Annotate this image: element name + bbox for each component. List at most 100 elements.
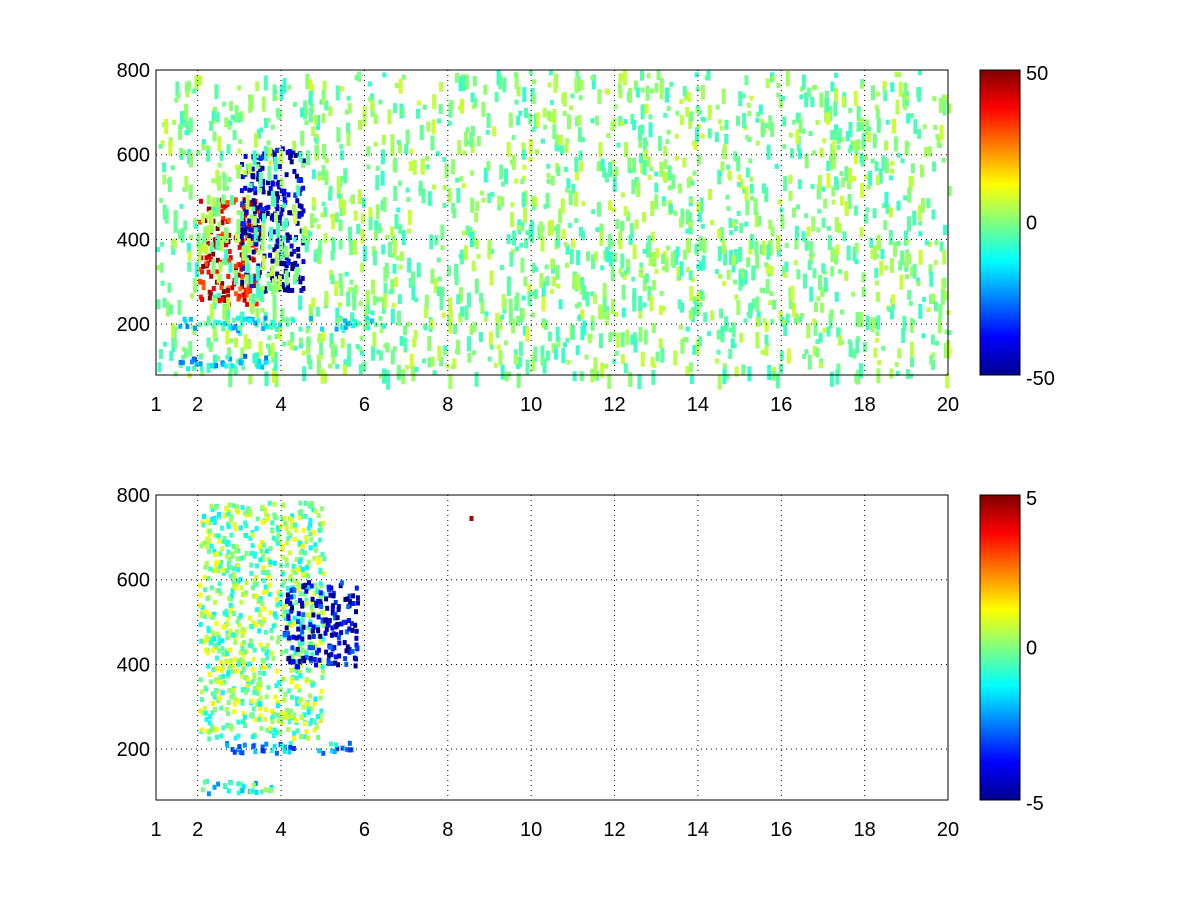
heatmap-cell	[938, 143, 942, 148]
heatmap-cell	[699, 289, 703, 300]
heatmap-cell	[256, 318, 261, 324]
heatmap-cell	[795, 314, 800, 325]
heatmap-cell	[636, 182, 641, 197]
heatmap-cell	[286, 615, 291, 621]
heatmap-cell	[872, 208, 877, 219]
heatmap-cell	[242, 226, 247, 232]
heatmap-cell	[206, 576, 211, 582]
heatmap-cell	[298, 187, 303, 193]
heatmap-cell	[248, 183, 253, 189]
heatmap-cell	[726, 164, 731, 170]
heatmap-cell	[348, 599, 353, 605]
heatmap-cell	[859, 312, 864, 327]
heatmap-cell	[766, 144, 771, 160]
heatmap-cell	[184, 82, 189, 93]
heatmap-cell	[299, 734, 304, 740]
heatmap-cell	[918, 249, 923, 265]
heatmap-cell	[737, 182, 741, 187]
heatmap-cell	[406, 321, 411, 327]
heatmap-cell	[263, 75, 268, 91]
heatmap-cell	[366, 325, 371, 331]
heatmap-cell	[398, 78, 403, 94]
heatmap-cell	[212, 694, 217, 700]
heatmap-cell	[754, 212, 759, 228]
heatmap-cell	[209, 121, 214, 131]
heatmap-cell	[937, 318, 942, 334]
heatmap-cell	[240, 719, 245, 725]
heatmap-cell	[563, 242, 568, 247]
heatmap-cell	[876, 368, 881, 384]
heatmap-cell	[226, 310, 230, 326]
heatmap-cell	[251, 585, 255, 591]
heatmap-cell	[272, 96, 277, 101]
heatmap-cell	[263, 707, 268, 712]
heatmap-cell	[860, 117, 865, 123]
heatmap-cell	[661, 254, 666, 264]
heatmap-cell	[304, 654, 309, 660]
heatmap-cell	[249, 712, 253, 718]
top-heatmap-cells	[156, 70, 952, 390]
heatmap-cell	[897, 348, 902, 359]
heatmap-cell	[258, 155, 263, 161]
heatmap-cell	[262, 542, 267, 548]
heatmap-cell	[274, 683, 279, 689]
heatmap-cell	[341, 327, 346, 333]
heatmap-cell	[909, 317, 914, 333]
heatmap-cell	[329, 213, 334, 219]
heatmap-cell	[226, 549, 231, 555]
heatmap-cell	[311, 634, 316, 639]
heatmap-cell	[204, 609, 209, 615]
heatmap-cell	[544, 320, 549, 331]
heatmap-cell	[806, 323, 811, 339]
heatmap-cell	[255, 218, 260, 224]
heatmap-cell	[571, 284, 576, 289]
heatmap-cell	[206, 663, 211, 669]
heatmap-cell	[479, 332, 483, 342]
heatmap-cell	[906, 113, 911, 124]
heatmap-cell	[737, 174, 742, 180]
heatmap-cell	[227, 688, 232, 694]
heatmap-cell	[455, 177, 460, 183]
heatmap-cell	[235, 668, 240, 674]
heatmap-cell	[296, 586, 301, 592]
heatmap-cell	[697, 154, 701, 165]
heatmap-cell	[900, 158, 905, 164]
heatmap-cell	[336, 662, 340, 668]
heatmap-cell	[525, 326, 530, 342]
heatmap-cell	[206, 206, 211, 212]
heatmap-cell	[411, 285, 416, 301]
heatmap-cell	[665, 139, 670, 145]
heatmap-cell	[344, 629, 349, 635]
heatmap-cell	[707, 128, 712, 139]
heatmap-cell	[233, 735, 238, 741]
heatmap-cell	[308, 522, 312, 528]
heatmap-cell	[279, 253, 284, 259]
heatmap-cell	[289, 251, 294, 257]
heatmap-cell	[224, 608, 229, 614]
heatmap-cell	[226, 318, 231, 324]
heatmap-cell	[756, 111, 760, 117]
heatmap-cell	[320, 326, 325, 332]
heatmap-cell	[669, 81, 674, 87]
heatmap-cell	[524, 238, 529, 249]
heatmap-cell	[287, 688, 292, 694]
heatmap-cell	[258, 713, 263, 719]
heatmap-cell	[286, 631, 290, 637]
heatmap-cell	[294, 527, 299, 533]
heatmap-cell	[732, 221, 736, 227]
heatmap-cell	[398, 143, 402, 154]
heatmap-cell	[875, 331, 880, 336]
heatmap-cell	[570, 93, 575, 99]
heatmap-cell	[233, 701, 237, 707]
heatmap-cell	[313, 114, 318, 125]
heatmap-cell	[395, 255, 400, 261]
heatmap-cell	[875, 337, 880, 343]
heatmap-cell	[300, 107, 305, 118]
heatmap-cell	[761, 240, 766, 256]
heatmap-cell	[193, 277, 197, 293]
heatmap-cell	[218, 675, 222, 681]
heatmap-cell	[568, 222, 573, 228]
heatmap-cell	[308, 622, 313, 628]
heatmap-cell	[330, 625, 335, 631]
heatmap-cell	[243, 334, 248, 350]
